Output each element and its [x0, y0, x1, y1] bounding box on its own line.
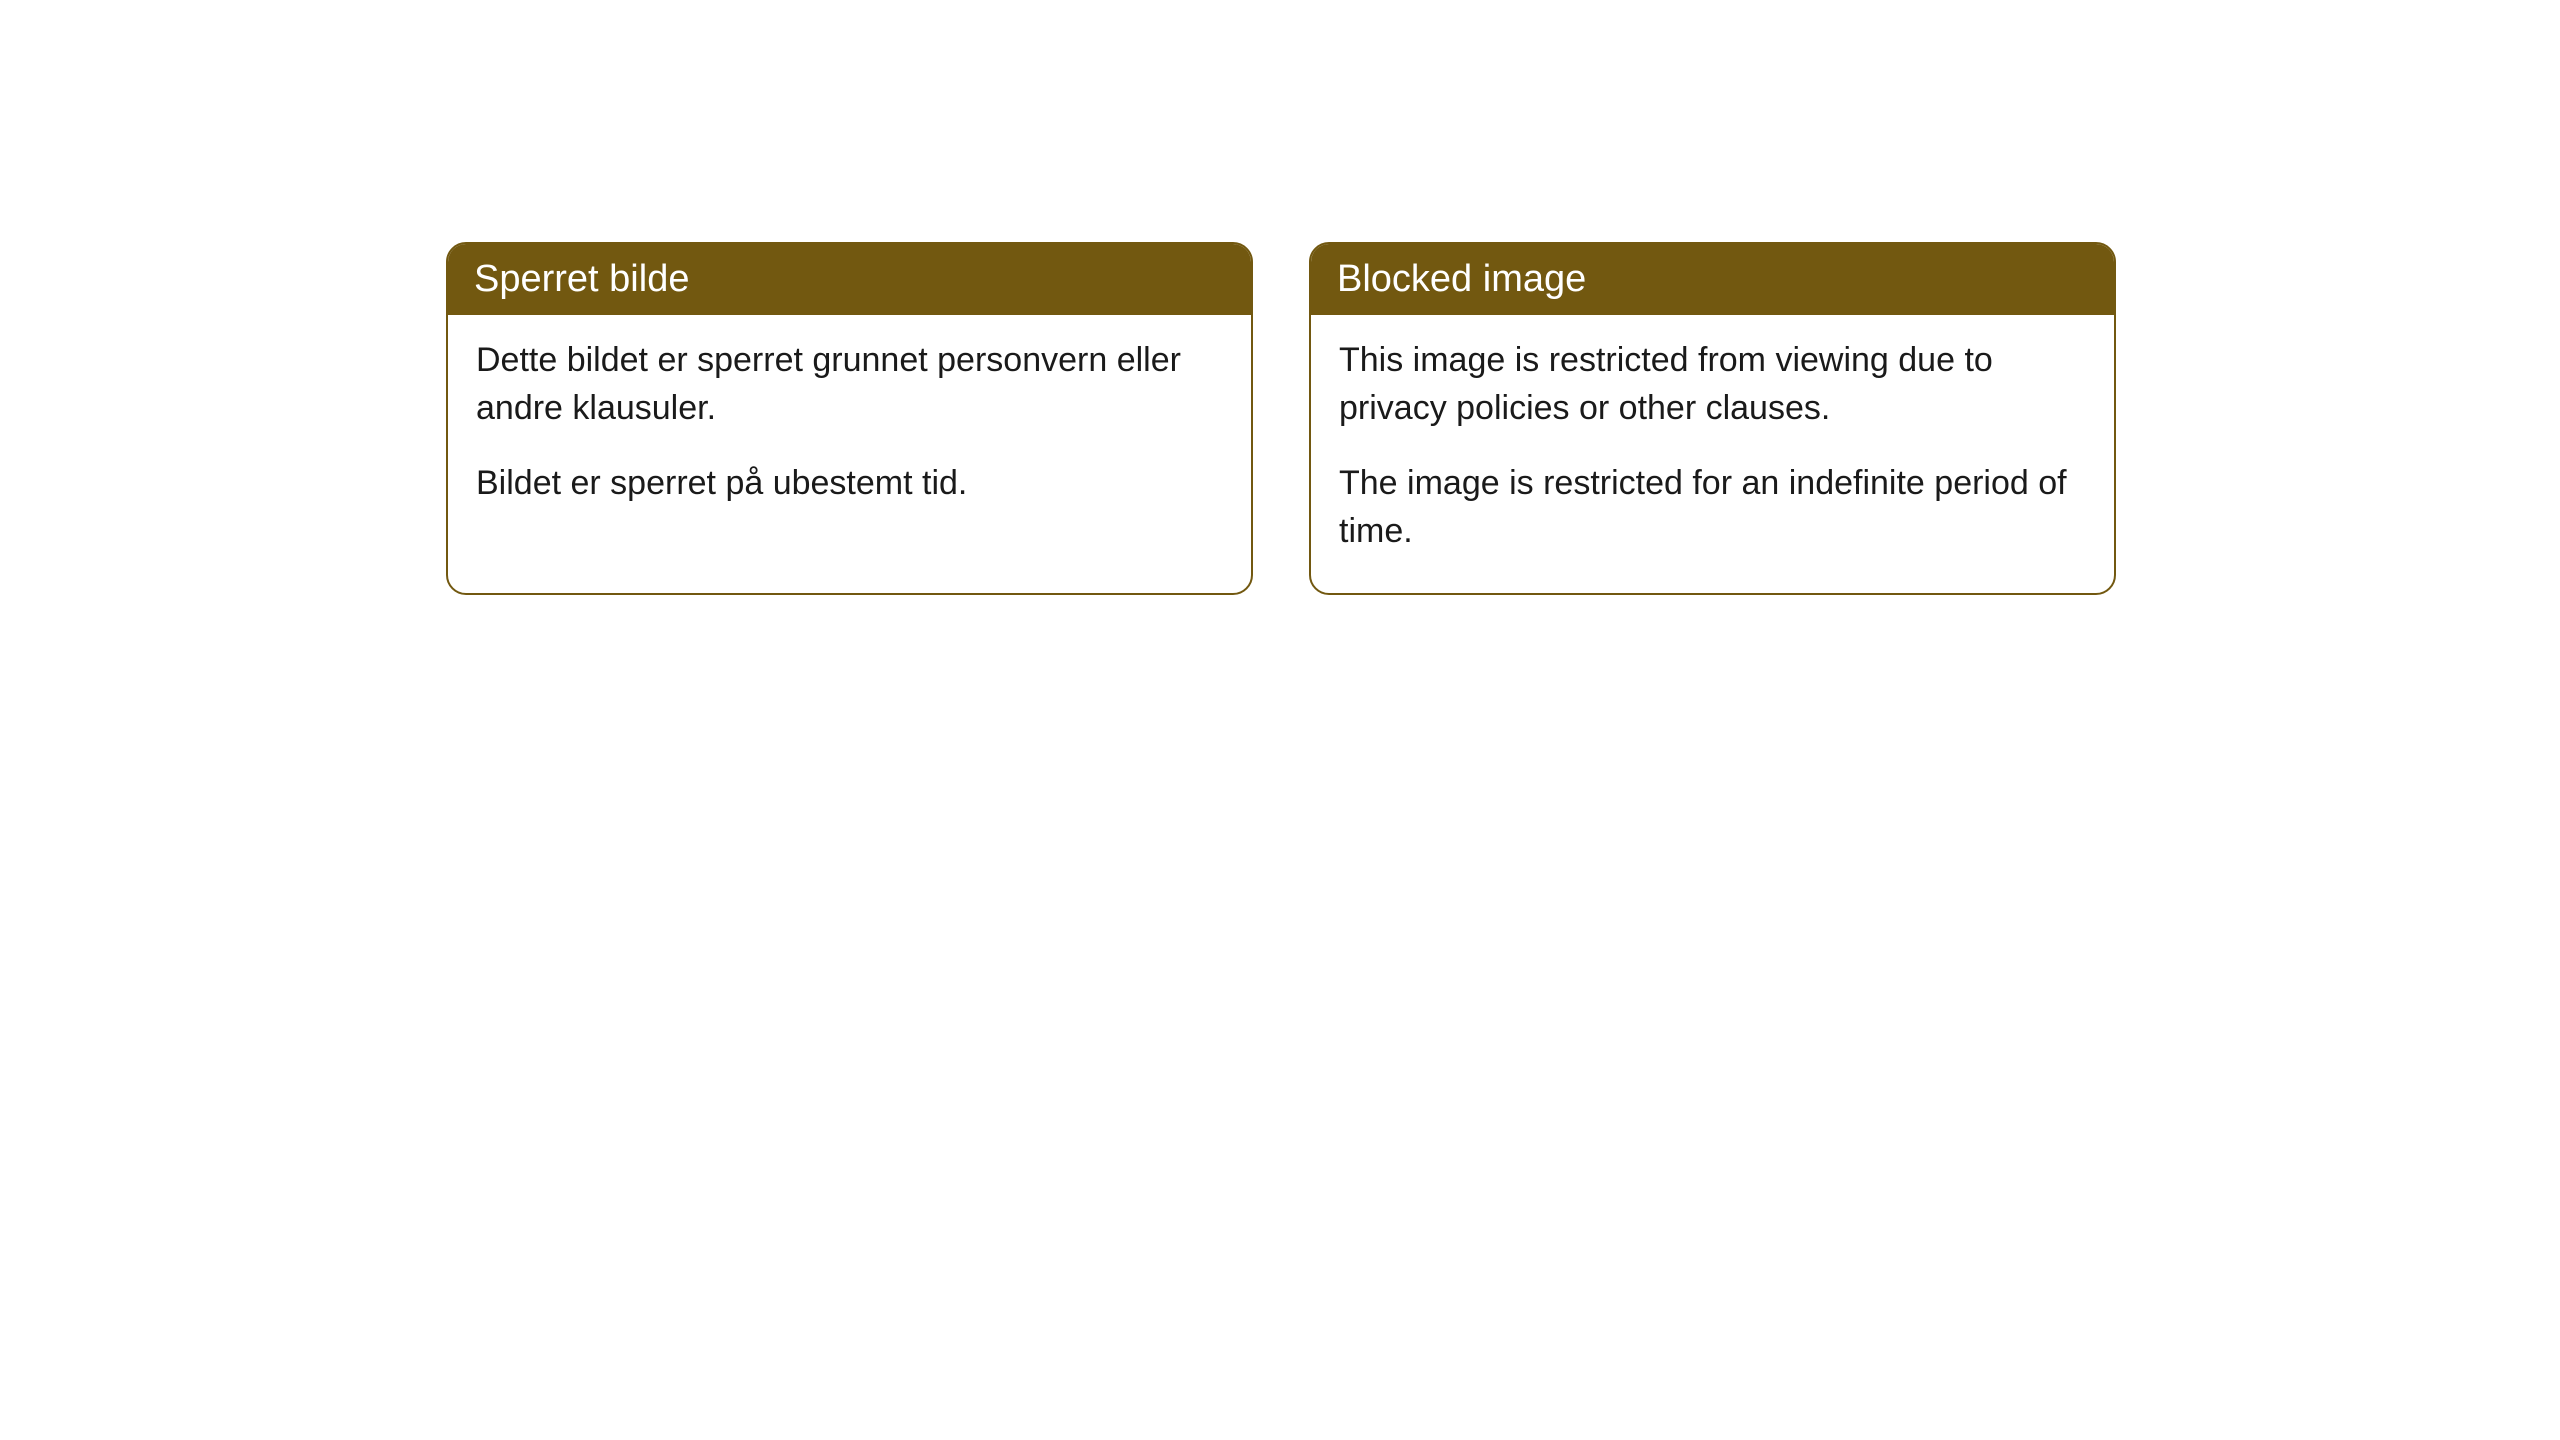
card-paragraph-2: The image is restricted for an indefinit…	[1339, 460, 2086, 555]
card-body: Dette bildet er sperret grunnet personve…	[448, 315, 1251, 546]
blocked-image-card-english: Blocked image This image is restricted f…	[1309, 242, 2116, 595]
card-title: Sperret bilde	[474, 258, 689, 300]
card-title: Blocked image	[1337, 258, 1586, 300]
card-paragraph-2: Bildet er sperret på ubestemt tid.	[476, 460, 1223, 508]
card-header: Blocked image	[1311, 244, 2114, 315]
card-header: Sperret bilde	[448, 244, 1251, 315]
notice-cards-container: Sperret bilde Dette bildet er sperret gr…	[446, 242, 2116, 595]
card-body: This image is restricted from viewing du…	[1311, 315, 2114, 593]
card-paragraph-1: Dette bildet er sperret grunnet personve…	[476, 337, 1223, 432]
card-paragraph-1: This image is restricted from viewing du…	[1339, 337, 2086, 432]
blocked-image-card-norwegian: Sperret bilde Dette bildet er sperret gr…	[446, 242, 1253, 595]
